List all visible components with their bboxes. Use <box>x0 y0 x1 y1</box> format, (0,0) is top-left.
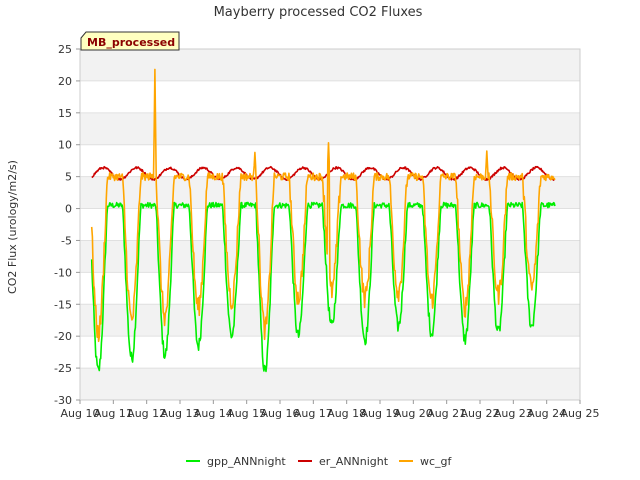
x-tick-label: Aug 20 <box>394 407 433 420</box>
x-tick-label: Aug 21 <box>427 407 466 420</box>
y-tick-label: 0 <box>65 203 72 216</box>
x-tick-label: Aug 18 <box>327 407 366 420</box>
legend-label-er_ANNnight: er_ANNnight <box>319 455 389 468</box>
x-tick-label: Aug 10 <box>61 407 100 420</box>
x-tick-label: Aug 25 <box>561 407 600 420</box>
annotation-tag-text: MB_processed <box>87 36 175 49</box>
x-tick-label: Aug 14 <box>194 407 233 420</box>
chart-title: Mayberry processed CO2 Fluxes <box>214 5 423 20</box>
x-tick-label: Aug 13 <box>161 407 200 420</box>
background-band <box>80 49 580 81</box>
y-tick-label: 15 <box>58 107 72 120</box>
plot-area-frame <box>79 48 581 401</box>
legend-label-gpp_ANNnight: gpp_ANNnight <box>207 455 286 468</box>
x-tick-label: Aug 11 <box>94 407 133 420</box>
legend-label-wc_gf: wc_gf <box>420 455 453 468</box>
x-tick-label: Aug 16 <box>261 407 300 420</box>
y-tick-label: 10 <box>58 139 72 152</box>
x-tick-label: Aug 17 <box>294 407 333 420</box>
legend: gpp_ANNnight er_ANNnight wc_gf <box>186 455 453 468</box>
y-tick-label: -15 <box>54 298 72 311</box>
series-line-er_ANNnight <box>91 165 556 181</box>
background-band <box>80 368 580 400</box>
y-axis-label: CO2 Flux (urology/m2/s) <box>6 160 19 294</box>
annotation-tag-box <box>80 31 180 51</box>
y-tick-label: -20 <box>54 330 72 343</box>
background-band <box>80 112 580 145</box>
y-tick-label: -5 <box>61 234 72 247</box>
x-tick-label: Aug 12 <box>127 407 166 420</box>
y-axis-ticks: -30 -25 -20 -15 -10 -5 0 5 10 15 20 25 <box>54 43 80 407</box>
x-tick-label: Aug 23 <box>494 407 533 420</box>
series-line-gpp_ANNnight <box>90 201 556 373</box>
y-tick-label: 25 <box>58 43 72 56</box>
annotation-tag: MB_processed <box>80 31 180 51</box>
y-tick-label: 5 <box>65 171 72 184</box>
y-tick-label: -30 <box>54 394 72 407</box>
y-tick-label: 20 <box>58 75 72 88</box>
x-tick-label: Aug 19 <box>361 407 400 420</box>
series-line-wc_gf <box>90 68 556 343</box>
y-tick-label: -25 <box>54 362 72 375</box>
y-tick-label: -10 <box>54 266 72 279</box>
x-tick-label: Aug 22 <box>461 407 500 420</box>
x-tick-label: Aug 24 <box>527 407 566 420</box>
x-tick-label: Aug 15 <box>227 407 266 420</box>
series-layer <box>90 68 556 373</box>
